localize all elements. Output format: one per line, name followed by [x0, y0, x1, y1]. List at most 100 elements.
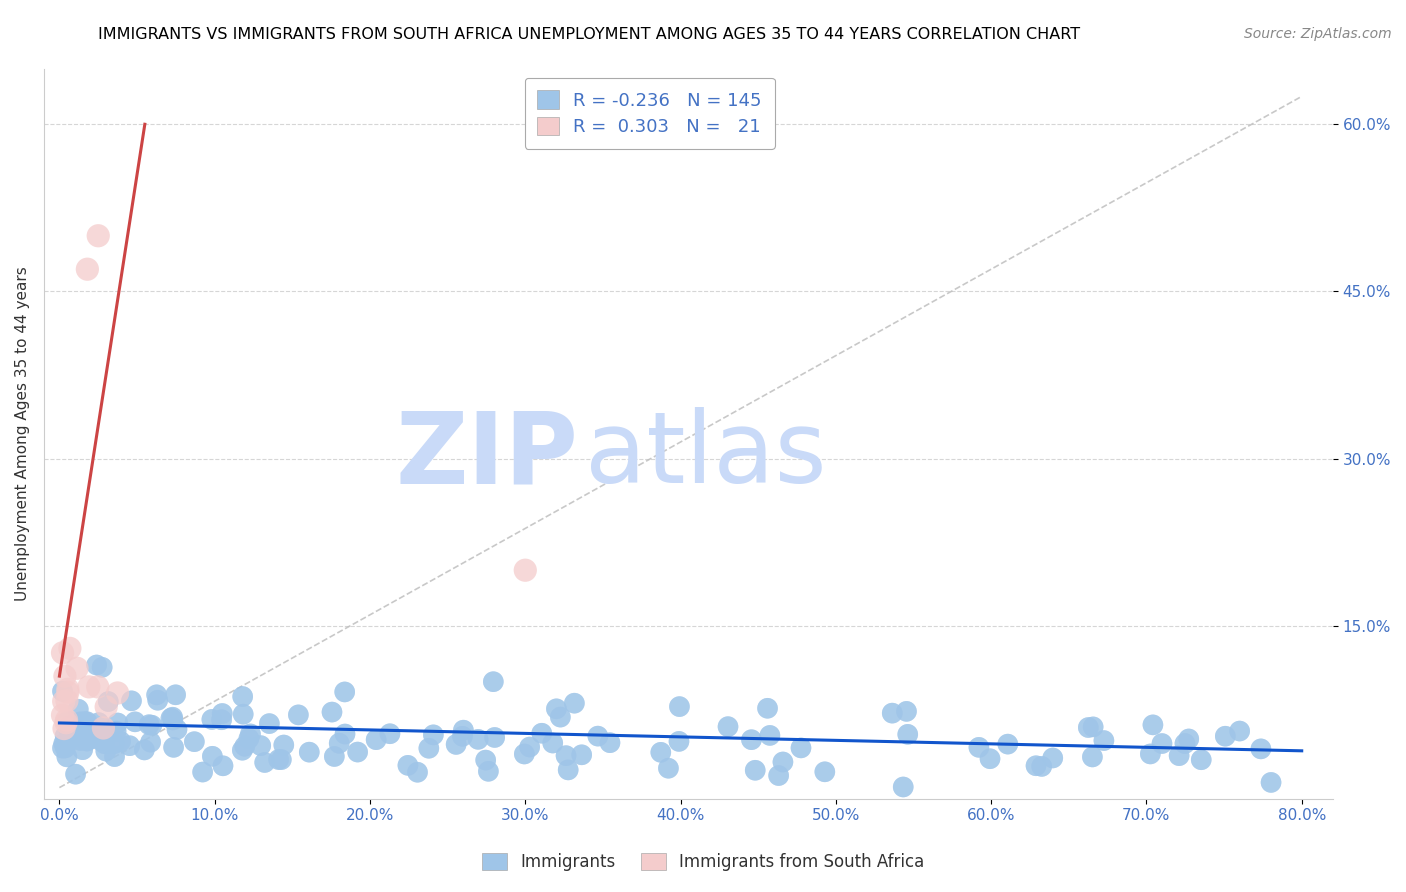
Point: [73, 716, 96, 731]
Point: [146, 693, 169, 707]
Point: [267, 753, 290, 767]
Point: [814, 764, 837, 779]
Point: [191, 765, 214, 780]
Point: [60, 731, 83, 745]
Text: ZIP: ZIP: [396, 407, 579, 504]
Point: [86, 657, 108, 672]
Point: [162, 710, 184, 724]
Point: [550, 710, 572, 724]
Point: [772, 755, 794, 769]
Point: [333, 727, 356, 741]
Point: [891, 780, 914, 794]
Point: [139, 735, 162, 749]
Point: [86, 657, 108, 672]
Point: [134, 743, 156, 757]
Point: [453, 723, 475, 738]
Point: [418, 741, 440, 756]
Point: [1229, 724, 1251, 739]
Point: [65, 767, 87, 781]
Point: [1139, 747, 1161, 761]
Point: [239, 727, 262, 741]
Point: [201, 713, 224, 727]
Point: [896, 705, 918, 719]
Point: [366, 732, 388, 747]
Point: [333, 685, 356, 699]
Point: [239, 727, 262, 741]
Point: [87, 680, 110, 694]
Point: [232, 690, 254, 704]
Point: [93, 737, 115, 751]
Point: [772, 755, 794, 769]
Point: [1168, 748, 1191, 763]
Point: [484, 731, 506, 745]
Point: [191, 765, 214, 780]
Point: [477, 764, 499, 779]
Point: [56, 749, 79, 764]
Point: [162, 710, 184, 724]
Point: [201, 749, 224, 764]
Point: [546, 702, 568, 716]
Point: [76, 714, 98, 729]
Point: [63, 717, 86, 731]
Point: [56, 682, 79, 697]
Point: [668, 734, 690, 748]
Legend: R = -0.236   N = 145, R =  0.303   N =   21: R = -0.236 N = 145, R = 0.303 N = 21: [524, 78, 775, 149]
Point: [396, 758, 419, 772]
Point: [231, 743, 253, 757]
Point: [160, 711, 183, 725]
Point: [56, 694, 79, 708]
Point: [1213, 729, 1236, 743]
Point: [740, 732, 762, 747]
Point: [58, 720, 80, 734]
Point: [756, 701, 779, 715]
Point: [73, 725, 96, 739]
Point: [650, 745, 672, 759]
Point: [599, 736, 621, 750]
Point: [72, 742, 94, 756]
Point: [65, 767, 87, 781]
Point: [273, 738, 295, 752]
Point: [72, 742, 94, 756]
Point: [232, 707, 254, 722]
Point: [91, 660, 114, 674]
Point: [1177, 731, 1199, 746]
Point: [444, 738, 467, 752]
Point: [530, 726, 553, 740]
Point: [93, 721, 115, 735]
Point: [477, 764, 499, 779]
Point: [59, 727, 82, 741]
Point: [1092, 733, 1115, 747]
Point: [740, 732, 762, 747]
Point: [564, 696, 586, 710]
Point: [270, 753, 292, 767]
Point: [160, 711, 183, 725]
Point: [69, 714, 91, 729]
Point: [1260, 775, 1282, 789]
Point: [967, 740, 990, 755]
Point: [259, 716, 281, 731]
Point: [484, 731, 506, 745]
Point: [1081, 750, 1104, 764]
Point: [546, 702, 568, 716]
Point: [51, 684, 73, 698]
Point: [897, 727, 920, 741]
Point: [321, 705, 343, 719]
Point: [139, 735, 162, 749]
Point: [87, 715, 110, 730]
Point: [897, 727, 920, 741]
Point: [557, 763, 579, 777]
Point: [67, 722, 90, 736]
Point: [571, 747, 593, 762]
Point: [107, 686, 129, 700]
Point: [474, 753, 496, 767]
Point: [1077, 721, 1099, 735]
Point: [103, 749, 125, 764]
Point: [165, 688, 187, 702]
Point: [717, 720, 740, 734]
Point: [891, 780, 914, 794]
Point: [571, 747, 593, 762]
Point: [96, 699, 118, 714]
Point: [51, 708, 73, 723]
Point: [138, 717, 160, 731]
Point: [58, 723, 80, 738]
